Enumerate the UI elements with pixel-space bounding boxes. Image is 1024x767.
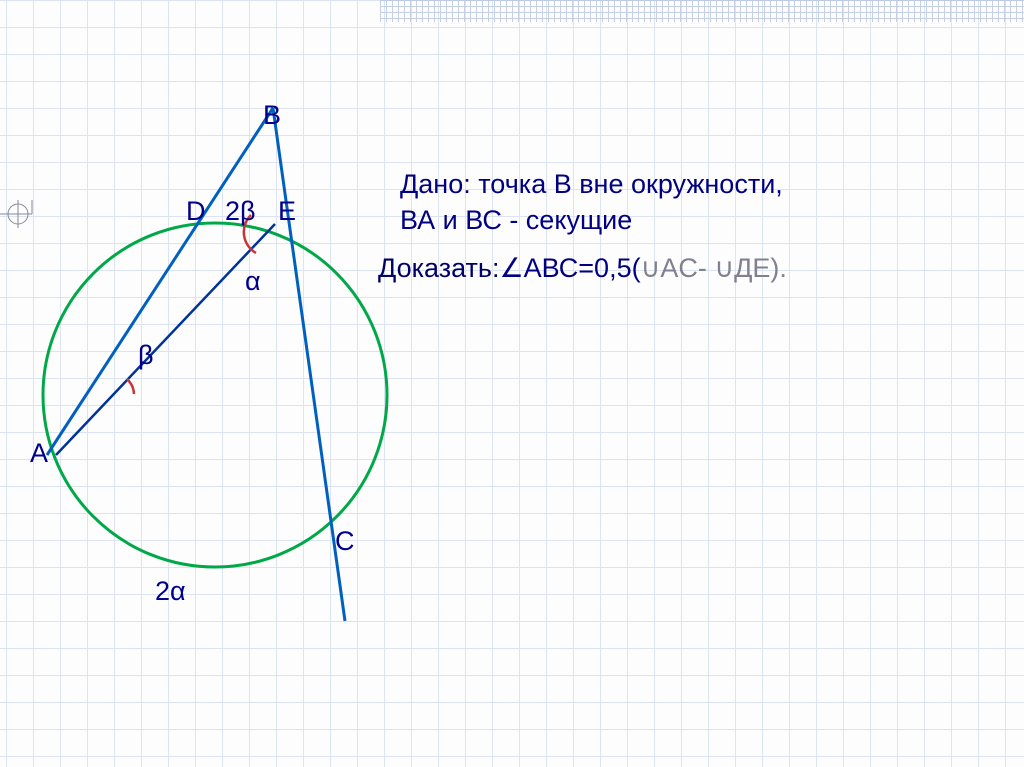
angle-arc-beta — [127, 379, 134, 394]
label-d: D — [186, 196, 206, 227]
label-2alpha: 2α — [155, 576, 186, 607]
geometry-diagram — [0, 0, 1024, 767]
label-c: С — [335, 526, 355, 557]
label-b: В — [263, 100, 281, 131]
label-alpha: α — [245, 266, 261, 297]
secant-ba — [47, 108, 273, 455]
label-beta: β — [138, 340, 154, 371]
prove-line: Доказать:∠АВС=0,5(∪AC- ∪ДЕ). — [378, 250, 787, 286]
given-line-2: ВА и ВС - секущие — [400, 202, 632, 238]
prove-angle: ∠АВС=0,5( — [499, 253, 640, 283]
prove-arc-ac: ∪AC- — [641, 253, 715, 283]
main-circle — [43, 223, 387, 567]
page-corner-marker — [0, 200, 32, 228]
label-e: Е — [278, 196, 296, 227]
chord-ae — [56, 224, 275, 455]
label-a: А — [30, 438, 48, 469]
prove-prefix: Доказать: — [378, 253, 499, 283]
label-2beta: 2β — [225, 196, 256, 227]
prove-arc-de: ∪ДЕ). — [714, 253, 787, 283]
given-line-1: Дано: точка В вне окружности, — [400, 166, 783, 202]
